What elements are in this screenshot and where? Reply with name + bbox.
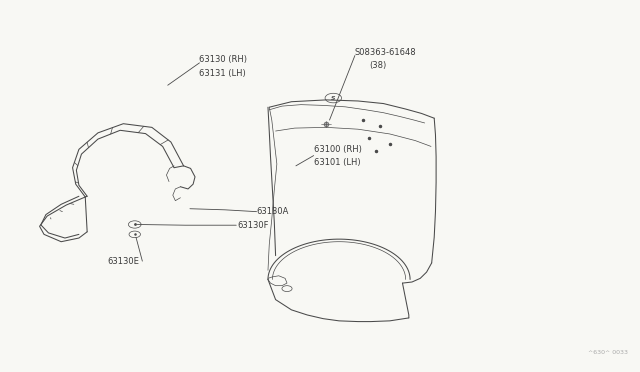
Text: 63130E: 63130E xyxy=(108,257,140,266)
Text: 63100 (RH): 63100 (RH) xyxy=(314,145,362,154)
Text: ^630^ 0033: ^630^ 0033 xyxy=(588,350,628,355)
Text: 63131 (LH): 63131 (LH) xyxy=(200,69,246,78)
Text: 63130F: 63130F xyxy=(237,221,269,230)
Text: 63130 (RH): 63130 (RH) xyxy=(200,55,248,64)
Text: 63101 (LH): 63101 (LH) xyxy=(314,158,360,167)
Text: S08363-61648: S08363-61648 xyxy=(355,48,417,57)
Text: S: S xyxy=(331,96,335,100)
Text: (38): (38) xyxy=(369,61,387,70)
Text: 63130A: 63130A xyxy=(257,207,289,216)
